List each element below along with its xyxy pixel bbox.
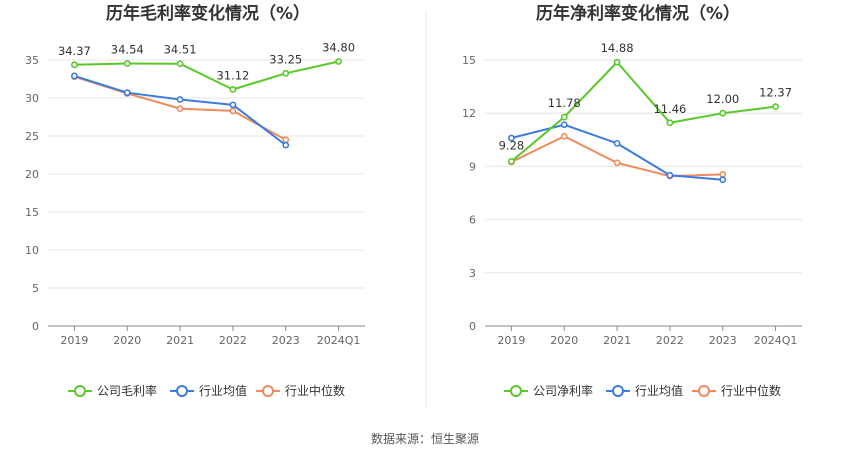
company-data-point[interactable] (71, 61, 78, 69)
company-data-point[interactable] (229, 86, 237, 93)
net-margin-chart: 历年净利率变化情况（%） 0 3 6 9 12 15 2019 2020 2021 2022 202… (462, 3, 802, 398)
x-tick-label: 2024Q1 (754, 334, 798, 347)
y-tick-label: 20 (25, 168, 39, 181)
legend-item-industry-median[interactable]: 行业中位数 (285, 383, 345, 398)
x-tick-label: 2021 (166, 334, 194, 347)
y-tick-label: 0 (469, 320, 476, 333)
company-data-point[interactable] (613, 58, 621, 66)
y-tick-label: 25 (25, 130, 39, 143)
data-label: 11.78 (548, 96, 581, 110)
industry-average-data-point[interactable] (123, 89, 131, 97)
y-tick-label: 0 (32, 320, 39, 333)
y-tick-label: 30 (25, 92, 39, 105)
company-data-point[interactable] (123, 60, 131, 67)
x-tick-label: 2022 (219, 334, 247, 347)
industry-median-data-point[interactable] (176, 105, 184, 113)
x-tick-label: 2024Q1 (317, 334, 361, 347)
data-label: 33.25 (269, 52, 302, 66)
data-label: 34.54 (111, 42, 144, 56)
data-source-note: 数据来源：恒生聚源 (371, 431, 479, 446)
company-data-point[interactable] (719, 109, 727, 117)
x-tick-label: 2023 (709, 334, 737, 347)
industry-median-data-point[interactable] (282, 136, 290, 144)
industry-average-data-point[interactable] (719, 176, 727, 184)
data-label: 9.28 (499, 138, 525, 152)
chart-title: 历年毛利率变化情况（%） (106, 3, 310, 24)
legend-swatch-marker (612, 385, 624, 397)
legend-swatch-marker (176, 385, 188, 397)
data-label: 12.00 (706, 92, 739, 106)
industry-average-series-line (511, 123, 723, 181)
industry-median-data-point[interactable] (613, 159, 621, 167)
data-label: 14.88 (601, 41, 634, 55)
data-label: 11.46 (653, 102, 686, 116)
company-data-point[interactable] (666, 119, 674, 127)
y-tick-label: 6 (469, 214, 476, 227)
data-label: 34.37 (58, 44, 91, 58)
data-label: 34.80 (322, 41, 355, 55)
gross-margin-chart: 历年毛利率变化情况（%） 0 5 10 15 20 25 30 35 2019 2020 2021 2… (25, 3, 365, 398)
company-series-line (510, 61, 776, 163)
legend-item-industry-average[interactable]: 行业均值 (199, 383, 247, 398)
industry-average-data-point[interactable] (71, 72, 78, 80)
y-tick-label: 15 (25, 206, 39, 219)
legend-item-company[interactable]: 公司毛利率 (97, 383, 157, 398)
legend-swatch-marker (262, 385, 274, 397)
chart-title: 历年净利率变化情况（%） (536, 3, 740, 24)
y-tick-label: 35 (25, 54, 39, 67)
x-tick-label: 2019 (497, 334, 525, 347)
industry-average-data-point[interactable] (508, 134, 515, 142)
company-data-point[interactable] (335, 58, 342, 65)
data-label: 34.51 (164, 43, 197, 57)
industry-average-data-point[interactable] (229, 101, 237, 109)
legend-swatch-marker (510, 385, 522, 397)
industry-average-data-point[interactable] (282, 141, 290, 149)
company-data-point[interactable] (176, 60, 184, 68)
legend-item-industry-median[interactable]: 行业中位数 (721, 383, 781, 398)
y-tick-label: 10 (25, 244, 39, 257)
company-data-point[interactable] (282, 69, 290, 77)
company-data-point[interactable] (560, 113, 568, 121)
y-tick-label: 5 (32, 282, 39, 295)
x-tick-label: 2023 (272, 334, 300, 347)
industry-median-data-point[interactable] (719, 170, 727, 178)
x-tick-label: 2020 (113, 334, 141, 347)
y-tick-label: 12 (462, 107, 476, 120)
company-data-point[interactable] (772, 103, 779, 111)
legend-item-company[interactable]: 公司净利率 (533, 383, 593, 398)
legend-item-industry-average[interactable]: 行业均值 (635, 383, 683, 398)
x-tick-label: 2022 (656, 334, 684, 347)
data-label: 12.37 (759, 86, 792, 100)
data-label: 31.12 (216, 68, 249, 82)
company-data-point[interactable] (508, 158, 515, 165)
industry-average-data-point[interactable] (176, 96, 184, 103)
industry-median-data-point[interactable] (229, 107, 237, 115)
y-tick-label: 3 (469, 267, 476, 280)
industry-average-data-point[interactable] (560, 121, 568, 129)
company-series-line (74, 60, 339, 91)
industry-median-data-point[interactable] (560, 132, 568, 140)
x-tick-label: 2019 (60, 334, 88, 347)
legend-swatch-marker (74, 385, 86, 397)
x-tick-label: 2021 (603, 334, 631, 347)
industry-average-data-point[interactable] (613, 139, 621, 147)
x-tick-label: 2020 (550, 334, 578, 347)
y-tick-label: 9 (469, 160, 476, 173)
y-tick-label: 15 (462, 54, 476, 67)
legend-swatch-marker (698, 385, 710, 397)
industry-average-data-point[interactable] (666, 171, 674, 179)
